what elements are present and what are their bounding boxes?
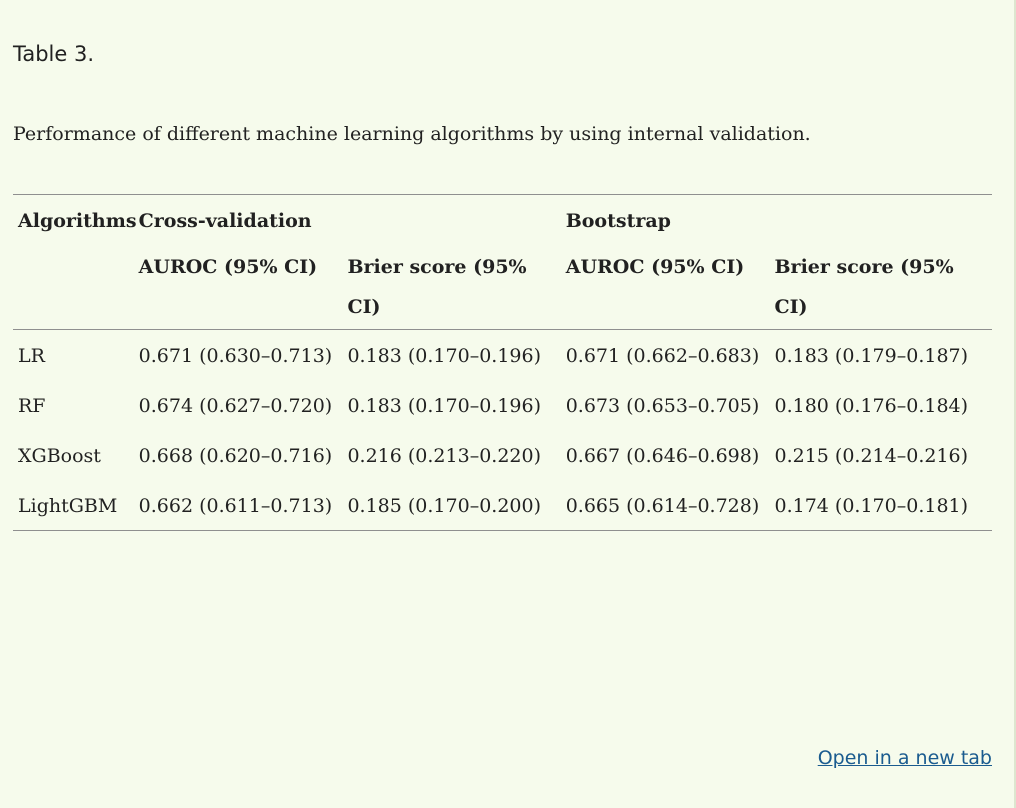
cell-bs-brier: 0.180 (0.176–0.184) [774, 395, 969, 417]
header-bs-auroc: AUROC (95% CI) [560, 243, 770, 330]
table-body: LR 0.671 (0.630–0.713) 0.183 (0.170–0.19… [13, 330, 992, 531]
table-row: LR 0.671 (0.630–0.713) 0.183 (0.170–0.19… [13, 330, 992, 381]
header-algorithms: Algorithms [18, 210, 137, 232]
cell-algorithm: RF [18, 395, 46, 417]
table-header: Algorithms Cross-validation Bootstrap AU… [13, 195, 992, 330]
cell-bs-brier: 0.183 (0.179–0.187) [774, 345, 969, 367]
header-cross-validation: Cross-validation [138, 210, 312, 232]
cell-cv-brier: 0.216 (0.213–0.220) [347, 445, 541, 467]
header-empty [13, 243, 134, 330]
cell-bs-brier: 0.174 (0.170–0.181) [774, 495, 969, 517]
header-bootstrap: Bootstrap [565, 210, 671, 232]
cell-cv-brier: 0.185 (0.170–0.200) [347, 495, 541, 517]
cell-algorithm: LR [18, 345, 45, 367]
header-row-groups: Algorithms Cross-validation Bootstrap [13, 195, 992, 244]
cell-cv-auroc: 0.662 (0.611–0.713) [138, 495, 333, 517]
cell-cv-brier: 0.183 (0.170–0.196) [347, 345, 541, 367]
cell-cv-auroc: 0.674 (0.627–0.720) [138, 395, 333, 417]
cell-cv-brier: 0.183 (0.170–0.196) [347, 395, 541, 417]
header-cv-auroc: AUROC (95% CI) [133, 243, 343, 330]
open-in-new-tab-link[interactable]: Open in a new tab [817, 747, 992, 769]
cell-algorithm: XGBoost [18, 445, 101, 467]
cell-cv-auroc: 0.671 (0.630–0.713) [138, 345, 333, 367]
table-row: XGBoost 0.668 (0.620–0.716) 0.216 (0.213… [13, 430, 992, 480]
header-bs-brier: Brier score (95% CI) [769, 243, 992, 330]
page-edge-rule [1014, 0, 1016, 808]
cell-bs-auroc: 0.667 (0.646–0.698) [565, 445, 760, 467]
cell-bs-auroc: 0.665 (0.614–0.728) [565, 495, 760, 517]
table-label: Table 3. [13, 42, 95, 66]
table-container: Algorithms Cross-validation Bootstrap AU… [13, 194, 992, 531]
cell-algorithm: LightGBM [18, 495, 118, 517]
table-row: LightGBM 0.662 (0.611–0.713) 0.185 (0.17… [13, 480, 992, 531]
cell-cv-auroc: 0.668 (0.620–0.716) [138, 445, 333, 467]
results-table: Algorithms Cross-validation Bootstrap AU… [13, 194, 992, 531]
cell-bs-auroc: 0.671 (0.662–0.683) [565, 345, 760, 367]
table-caption: Performance of different machine learnin… [13, 123, 811, 145]
cell-bs-brier: 0.215 (0.214–0.216) [774, 445, 969, 467]
header-cv-brier: Brier score (95% CI) [342, 243, 561, 330]
cell-bs-auroc: 0.673 (0.653–0.705) [565, 395, 760, 417]
header-row-metrics: AUROC (95% CI) Brier score (95% CI) AURO… [13, 243, 992, 330]
table-row: RF 0.674 (0.627–0.720) 0.183 (0.170–0.19… [13, 380, 992, 430]
